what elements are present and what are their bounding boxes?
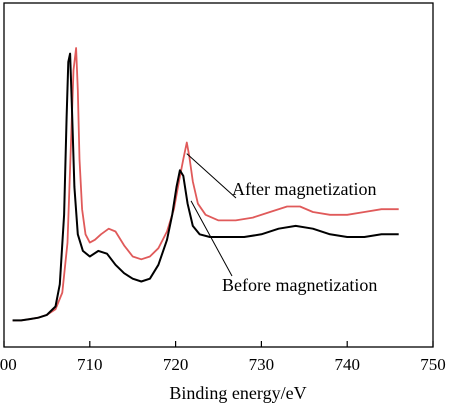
annotation-before-magnetization: Before magnetization — [222, 275, 377, 295]
series-layer — [12, 47, 399, 322]
series-line-before-magnetization — [12, 52, 399, 322]
x-axis-tick-labels: 700 710 720 730 740 750 — [0, 355, 446, 374]
x-tick-label: 740 — [334, 355, 360, 374]
annotation-after-magnetization: After magnetization — [232, 179, 376, 199]
x-tick-label: 730 — [249, 355, 275, 374]
x-tick-label: 710 — [77, 355, 103, 374]
x-axis-ticks — [3, 341, 434, 347]
x-tick-label: 720 — [163, 355, 189, 374]
plot-frame — [3, 2, 434, 348]
annotation-layer: After magnetization Before magnetization — [186, 153, 377, 295]
x-axis-title: Binding energy/eV — [169, 383, 306, 403]
x-tick-label: 700 — [0, 355, 17, 374]
series-line-after-magnetization — [12, 47, 399, 322]
x-tick-label: 750 — [420, 355, 446, 374]
annotation-leader-line — [186, 153, 237, 199]
annotation-leader-line — [190, 200, 233, 277]
